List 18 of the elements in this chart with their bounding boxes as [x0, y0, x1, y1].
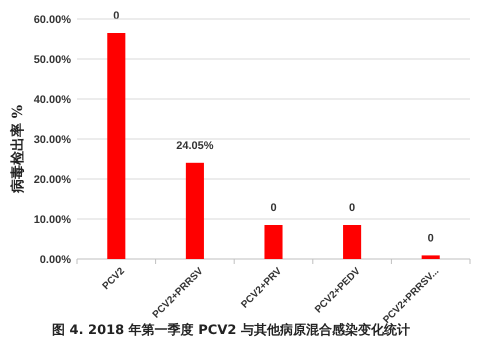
y-axis-title: 病毒检出率 %	[9, 104, 26, 194]
data-label: 24.05%	[176, 140, 214, 152]
annotation: 0	[349, 202, 356, 214]
y-tick-label: 30.00%	[34, 134, 72, 146]
y-tick-label: 10.00%	[34, 214, 72, 226]
annotation: 0	[428, 232, 434, 244]
text: 图 4. 2018 年第一季度 PCV2 与其他病原混合感染变化统计	[52, 322, 410, 338]
bar	[422, 255, 440, 259]
bar	[107, 33, 126, 259]
bar	[264, 225, 283, 259]
y-tick-label: 20.00%	[34, 174, 72, 186]
y-tick-label: 40.00%	[34, 94, 72, 106]
bar	[343, 225, 362, 259]
bar	[186, 162, 204, 259]
annotation: 0	[270, 202, 277, 214]
y-tick-label: 0.00%	[40, 254, 72, 266]
y-tick-label: 50.00%	[34, 54, 72, 66]
y-tick-label: 60.00%	[34, 14, 72, 26]
